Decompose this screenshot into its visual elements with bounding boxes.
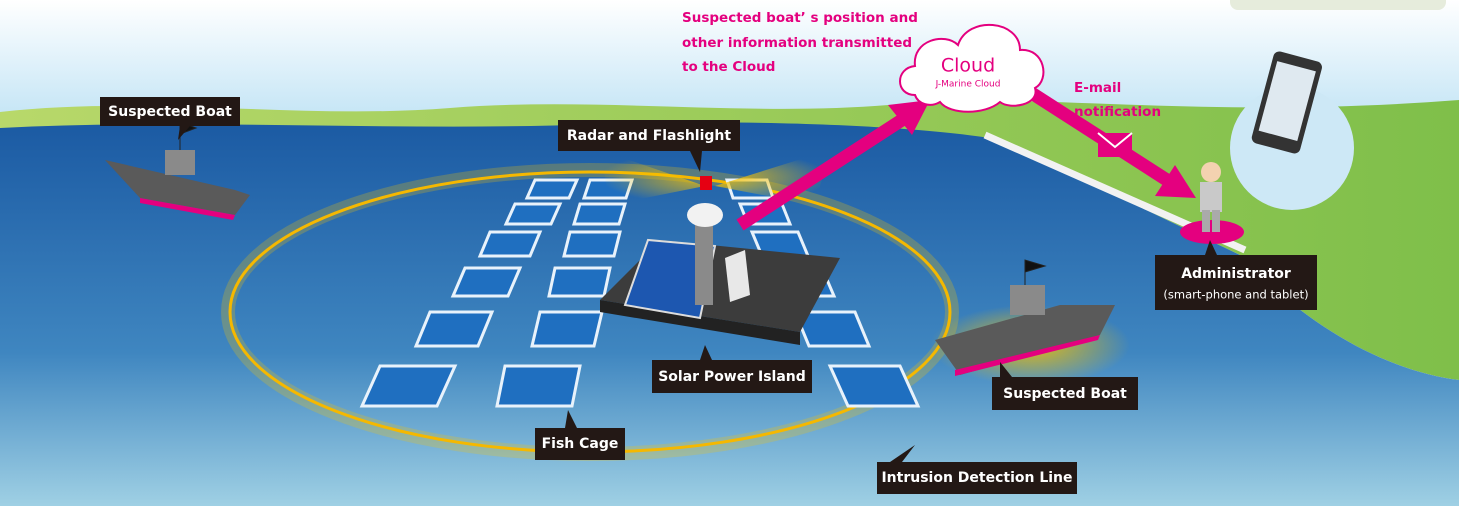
detection-line-label: Intrusion Detection Line: [881, 470, 1072, 486]
suspected-boat-label: Suspected Boat: [108, 104, 232, 120]
fish-cages-part: [480, 232, 540, 256]
email-note: E-mail: [1074, 80, 1121, 96]
fish-cages-part: [362, 366, 455, 406]
solar-power-island-part: [695, 215, 713, 305]
fish-cages-part: [532, 312, 602, 346]
fish-cages-part: [497, 366, 580, 406]
diagram: Suspected Boat Radar and Flashlight Sola…: [0, 0, 1459, 506]
fish-cages-part: [416, 312, 492, 346]
transmission-note: to the Cloud: [682, 59, 775, 75]
fish-cages-part: [506, 204, 560, 224]
fish-cages-part: [564, 232, 620, 256]
boat-left-part: [165, 150, 195, 175]
suspected-boat-label: Suspected Boat: [1003, 386, 1127, 402]
cloud-title: Cloud: [941, 55, 995, 77]
fish-cages-part: [574, 204, 625, 224]
callout-boxes-part: [1155, 255, 1317, 310]
administrator-subtitle: (smart-phone and tablet): [1163, 288, 1308, 302]
administrator-figure-part: [1200, 182, 1222, 212]
fish-cage-label: Fish Cage: [542, 436, 619, 452]
solar-power-island-part: [700, 176, 712, 190]
cloud-subtitle: J-Marine Cloud: [935, 80, 1001, 90]
page: body { margin: 0; width: 1459px; height:…: [0, 0, 1459, 506]
administrator-figure-part: [1212, 210, 1220, 232]
solar-power-island-part: [687, 203, 723, 227]
transmission-note: Suspected boat’ s position and: [682, 10, 918, 26]
page-body: {"labels": ["Suspected Boat", "Radar and…: [0, 0, 1459, 506]
email-note: notification: [1074, 104, 1161, 120]
radar-label: Radar and Flashlight: [567, 128, 731, 144]
administrator-figure-part: [1201, 162, 1221, 182]
fish-cages-part: [527, 180, 577, 198]
transmission-note: other information transmitted: [682, 35, 912, 51]
boat-right-part: [1010, 285, 1045, 315]
administrator-title: Administrator: [1181, 266, 1291, 282]
fish-cages-part: [549, 268, 610, 296]
administrator-figure-part: [1202, 210, 1210, 232]
island-label: Solar Power Island: [658, 369, 806, 385]
fish-cages-part: [453, 268, 520, 296]
corner-tab: [1230, 0, 1446, 10]
